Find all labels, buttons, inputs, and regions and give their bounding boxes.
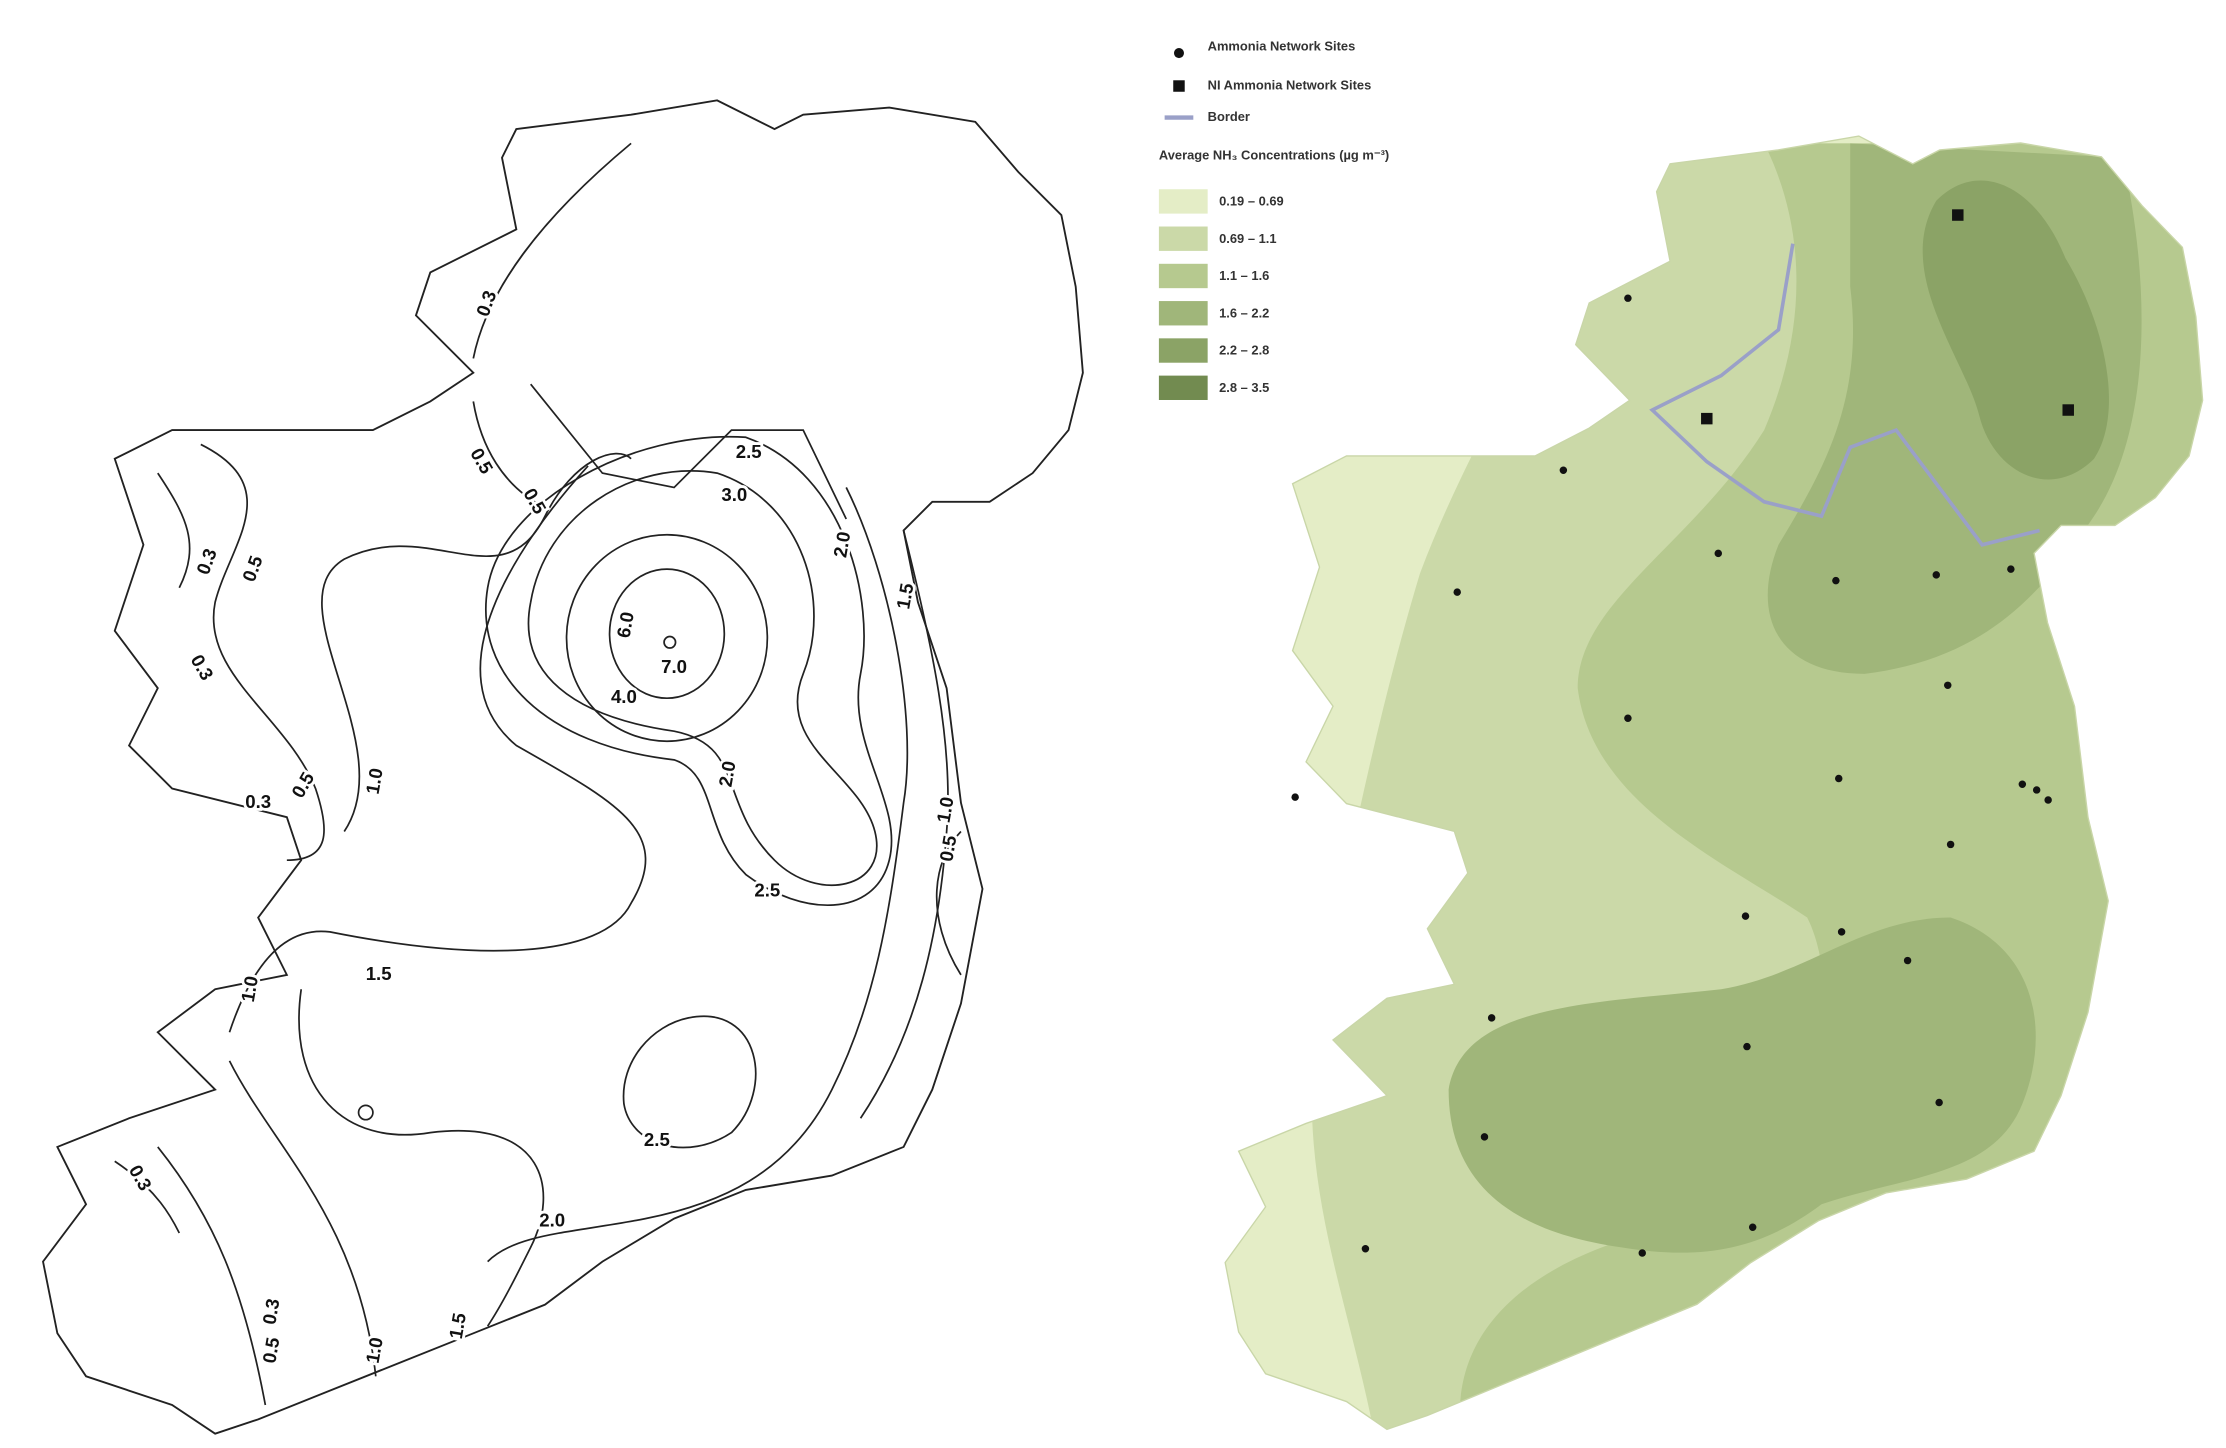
contours <box>114 142 962 1406</box>
site <box>1361 1244 1370 1253</box>
legend: Ammonia Network Sites NI Ammonia Network … <box>1158 39 1389 400</box>
site <box>1291 793 1299 801</box>
contour-label: 0.3 <box>258 1297 283 1326</box>
ni-site <box>1952 209 1964 221</box>
ni-border <box>530 383 847 520</box>
contour-label: 1.0 <box>237 974 262 1003</box>
contour-label: 1.5 <box>366 963 392 984</box>
contour-label: 0.3 <box>245 791 271 812</box>
legend-swatch <box>1158 301 1208 326</box>
ni-site <box>2062 404 2074 416</box>
contour-label: 1.5 <box>445 1311 470 1340</box>
contour-label: 7.0 <box>661 656 687 677</box>
contour-label: 2.5 <box>736 441 762 462</box>
site <box>1741 912 1750 920</box>
legend-label: Border <box>1208 109 1250 124</box>
site <box>1714 549 1722 558</box>
contour-label: 0.5 <box>258 1336 283 1365</box>
legend-label: 1.6 – 2.2 <box>1219 305 1269 320</box>
contour-label: 3.0 <box>721 484 747 505</box>
sites <box>1291 209 2074 1257</box>
site <box>1944 681 1952 690</box>
site <box>2007 565 2015 573</box>
site <box>1480 1133 1489 1141</box>
contour-label: 1.0 <box>362 1336 387 1365</box>
site <box>1835 774 1843 783</box>
site <box>1743 1042 1751 1051</box>
legend-swatch <box>1158 226 1208 251</box>
site <box>1624 294 1632 302</box>
site <box>1903 956 1912 965</box>
contour-labels: 0.30.50.50.3 0.50.30.50.31.02.53.02.01.56… <box>122 285 963 1368</box>
legend-title: Average NH₃ Concentrations (µg m⁻³) <box>1159 148 1389 163</box>
right-map: Ammonia Network Sites NI Ammonia Network … <box>1158 39 2204 1431</box>
contour-label: 6.0 <box>613 610 638 639</box>
contour-label: 0.5 <box>935 834 960 863</box>
site <box>1487 1014 1496 1022</box>
site <box>1638 1249 1646 1257</box>
legend-label: 0.69 – 1.1 <box>1219 231 1276 246</box>
site <box>2032 786 2041 794</box>
site <box>1748 1223 1757 1231</box>
legend-swatch <box>1158 263 1208 289</box>
site <box>1935 1098 1943 1107</box>
contour-label: 1.0 <box>362 766 387 795</box>
border <box>1649 243 2040 547</box>
contour-label: 2.5 <box>754 880 780 901</box>
site <box>1837 928 1846 936</box>
site <box>2018 780 2027 788</box>
legend-label: Ammonia Network Sites <box>1208 39 1356 54</box>
legend-swatch <box>1158 338 1208 363</box>
site <box>1559 466 1568 474</box>
contour-label: 4.0 <box>611 686 637 707</box>
coastline <box>42 99 1084 1435</box>
legend-swatch <box>1158 189 1208 214</box>
contour-label: 2.0 <box>714 759 739 788</box>
contour-label: 2.5 <box>644 1129 670 1150</box>
legend-symbol <box>1173 80 1185 92</box>
contour-label: 2.0 <box>539 1209 565 1230</box>
site <box>1453 588 1461 596</box>
legend-label: 0.19 – 0.69 <box>1219 194 1284 209</box>
concentration-zones <box>1225 136 2203 1430</box>
site <box>1946 840 1955 849</box>
legend-label: 2.8 – 3.5 <box>1219 380 1269 395</box>
site <box>1832 576 1840 585</box>
contour-label: 2.0 <box>829 530 854 559</box>
legend-label: NI Ammonia Network Sites <box>1208 77 1372 92</box>
ni-site <box>1701 412 1713 425</box>
site <box>1932 571 1941 579</box>
left-map: 0.30.50.50.3 0.50.30.50.31.02.53.02.01.56… <box>42 99 1084 1435</box>
legend-symbol <box>1173 48 1184 59</box>
legend-label: 2.2 – 2.8 <box>1219 343 1269 358</box>
legend-label: 1.1 – 1.6 <box>1219 268 1269 283</box>
legend-swatch <box>1158 375 1208 400</box>
contour-label: 1.5 <box>892 582 917 611</box>
contour-label: 1.0 <box>932 795 957 824</box>
site <box>1624 714 1632 722</box>
site <box>2044 796 2052 804</box>
